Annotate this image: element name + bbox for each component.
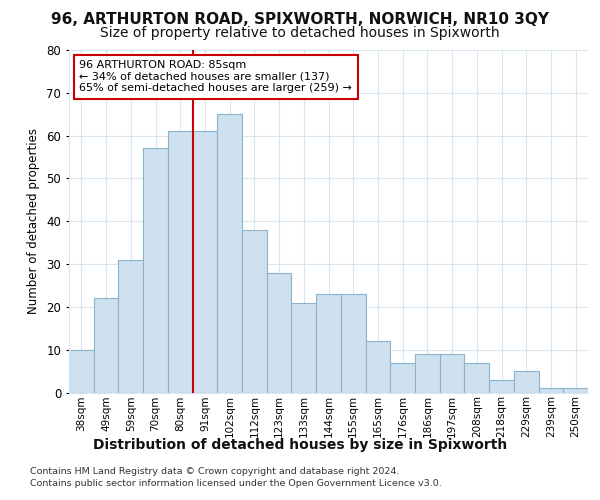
Bar xyxy=(563,388,588,392)
Bar xyxy=(217,114,242,392)
Bar xyxy=(440,354,464,393)
Bar xyxy=(118,260,143,392)
Bar xyxy=(69,350,94,393)
Bar xyxy=(267,272,292,392)
Bar xyxy=(390,362,415,392)
Text: 96, ARTHURTON ROAD, SPIXWORTH, NORWICH, NR10 3QY: 96, ARTHURTON ROAD, SPIXWORTH, NORWICH, … xyxy=(51,12,549,28)
Bar xyxy=(464,362,489,392)
Bar xyxy=(94,298,118,392)
Bar xyxy=(365,341,390,392)
Bar xyxy=(242,230,267,392)
Bar xyxy=(514,371,539,392)
Bar xyxy=(539,388,563,392)
Bar xyxy=(341,294,365,392)
Bar xyxy=(292,302,316,392)
Bar xyxy=(316,294,341,392)
Text: 96 ARTHURTON ROAD: 85sqm
← 34% of detached houses are smaller (137)
65% of semi-: 96 ARTHURTON ROAD: 85sqm ← 34% of detach… xyxy=(79,60,352,94)
Bar xyxy=(193,132,217,392)
Text: Contains public sector information licensed under the Open Government Licence v3: Contains public sector information licen… xyxy=(30,479,442,488)
Bar xyxy=(489,380,514,392)
Text: Contains HM Land Registry data © Crown copyright and database right 2024.: Contains HM Land Registry data © Crown c… xyxy=(30,468,400,476)
Bar xyxy=(168,132,193,392)
Bar xyxy=(143,148,168,392)
Text: Distribution of detached houses by size in Spixworth: Distribution of detached houses by size … xyxy=(93,438,507,452)
Text: Size of property relative to detached houses in Spixworth: Size of property relative to detached ho… xyxy=(100,26,500,40)
Bar xyxy=(415,354,440,393)
Y-axis label: Number of detached properties: Number of detached properties xyxy=(26,128,40,314)
